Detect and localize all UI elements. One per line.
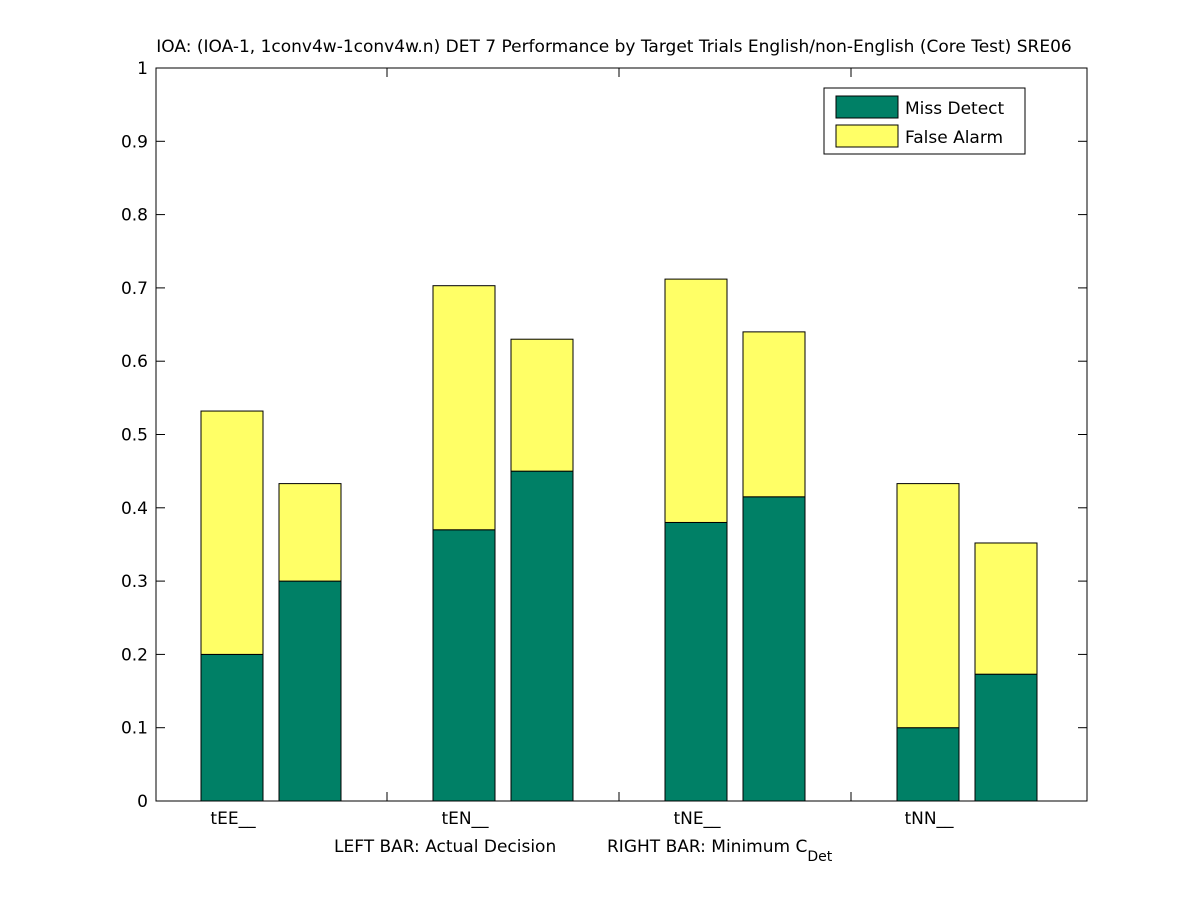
bar-miss-detect-actual (432, 529, 496, 802)
bar-false-alarm-actual (432, 285, 496, 531)
legend-label: Miss Detect (905, 99, 1005, 119)
x-tick-label: tNE__ (673, 809, 721, 829)
legend: Miss Detect False Alarm (823, 87, 1026, 155)
x-axis-label-right: RIGHT BAR: Minimum CDet (607, 837, 833, 865)
bar-miss-detect-min-cdet (742, 496, 806, 802)
x-tick-label: tNN__ (904, 809, 954, 829)
y-tick-label: 0.1 (121, 719, 148, 739)
legend-label: False Alarm (905, 128, 1003, 148)
bar-false-alarm-min-cdet (974, 542, 1038, 675)
bar-false-alarm-min-cdet (742, 331, 806, 498)
x-tick-label: tEN__ (441, 809, 489, 829)
legend-swatch-miss-detect (835, 95, 899, 119)
bar-false-alarm-actual (664, 278, 728, 523)
y-tick-label: 0.5 (121, 426, 148, 446)
y-tick-label: 0.2 (121, 645, 148, 665)
y-tick-label: 1 (137, 59, 148, 79)
plot-area: 0 0.1 0.2 0.3 0.4 0.5 0.6 0.7 0.8 0.9 1 tEE__ tEN__ t… (121, 59, 1088, 829)
y-tick-label: 0.7 (121, 279, 148, 299)
y-tick-label: 0.4 (121, 499, 148, 519)
x-axis-label-left: LEFT BAR: Actual Decision (334, 837, 556, 857)
chart-title: IOA: (IOA-1, 1conv4w-1conv4w.n) DET 7 Pe… (156, 37, 1071, 57)
bar-miss-detect-actual (896, 727, 960, 802)
y-tick-label: 0.9 (121, 132, 148, 152)
y-tick-label: 0.6 (121, 352, 148, 372)
bar-false-alarm-min-cdet (278, 483, 342, 582)
bar-false-alarm-actual (896, 483, 960, 729)
bar-miss-detect-min-cdet (510, 470, 574, 802)
bar-miss-detect-min-cdet (278, 580, 342, 802)
bar-miss-detect-min-cdet (974, 673, 1038, 802)
y-tick-label: 0.3 (121, 572, 148, 592)
bar-miss-detect-actual (200, 653, 264, 802)
bar-false-alarm-actual (200, 410, 264, 655)
bar-false-alarm-min-cdet (510, 338, 574, 472)
legend-swatch-false-alarm (835, 124, 899, 148)
y-tick-label: 0.8 (121, 206, 148, 226)
x-tick-label: tEE__ (210, 809, 256, 829)
bar-miss-detect-actual (664, 521, 728, 802)
x-axis-label-right-subscript: Det (807, 849, 832, 865)
y-tick-label: 0 (137, 792, 148, 812)
x-axis-label-right-main: RIGHT BAR: Minimum C (607, 837, 807, 857)
